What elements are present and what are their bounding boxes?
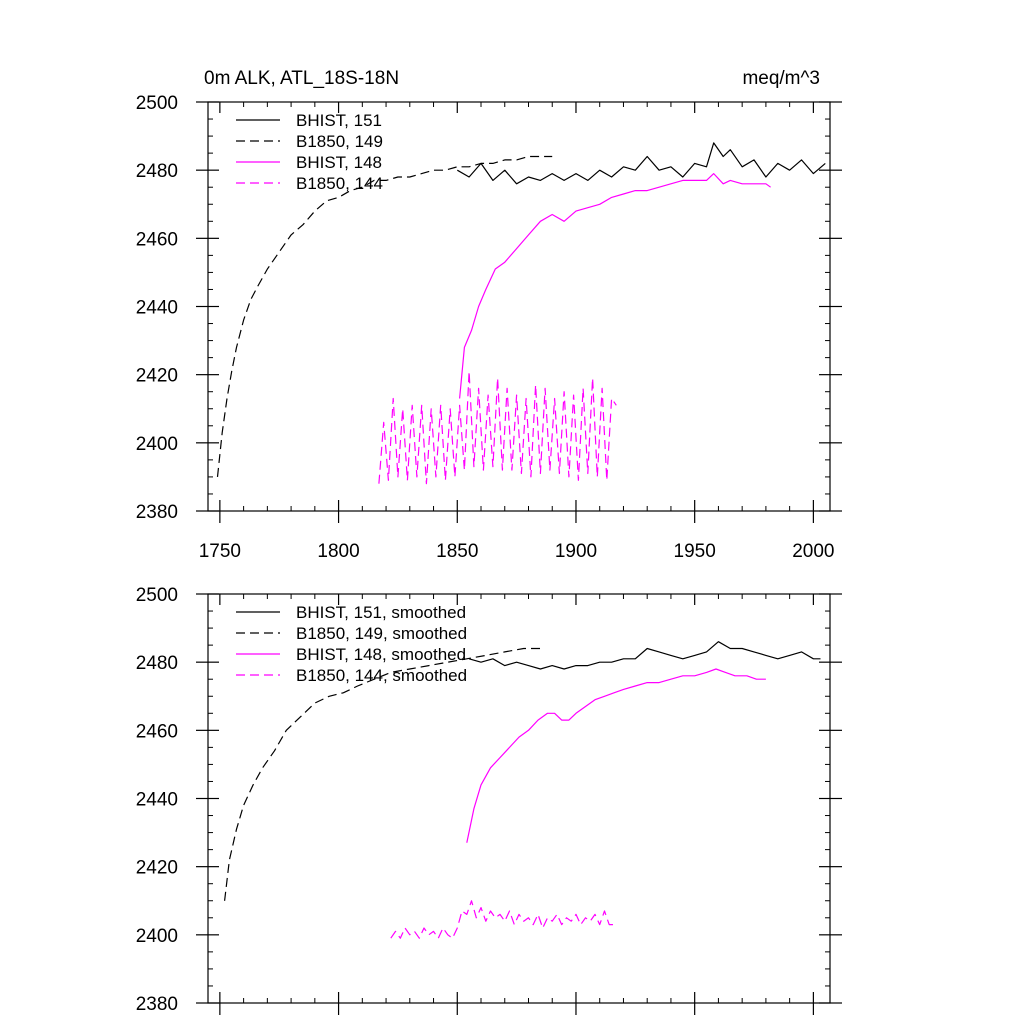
y-tick-label: 2460 <box>136 721 178 742</box>
y-tick-label: 2380 <box>136 502 178 523</box>
chart-title-left: 0m ALK, ATL_18S-18N <box>204 68 399 89</box>
y-tick-label: 2440 <box>136 790 178 811</box>
legend-entry: B1850, 144 <box>296 174 383 193</box>
y-tick-label: 2500 <box>136 93 178 114</box>
legend-entry: B1850, 149 <box>296 132 383 151</box>
series-line-2 <box>224 647 543 901</box>
y-tick-label: 2480 <box>136 653 178 674</box>
legend-entry: BHIST, 148 <box>296 153 382 172</box>
legend-entry: BHIST, 151, smoothed <box>296 603 466 622</box>
chart-panel-1: 1750 1800 1850 1900 1950 2000 2380 2400 2420 2440… <box>136 68 842 562</box>
x-tick-label: 1750 <box>199 541 241 562</box>
series-line-4 <box>378 370 617 485</box>
series-line-2 <box>216 155 553 477</box>
x-tick-label: 2000 <box>792 541 834 562</box>
series-line-3 <box>459 173 771 399</box>
x-tick-label: 1850 <box>436 541 478 562</box>
series-line-4 <box>390 900 614 939</box>
series-line-1 <box>468 641 821 670</box>
x-tick-label: 1800 <box>317 541 359 562</box>
x-tick-label: 1900 <box>555 541 597 562</box>
y-tick-label: 2440 <box>136 298 178 319</box>
y-tick-label: 2400 <box>136 926 178 947</box>
y-tick-label: 2400 <box>136 434 178 455</box>
y-tick-label: 2500 <box>136 585 178 606</box>
y-tick-label: 2460 <box>136 229 178 250</box>
legend-entry: B1850, 144, smoothed <box>296 666 467 685</box>
y-tick-label: 2420 <box>136 366 178 387</box>
legend-entry: BHIST, 148, smoothed <box>296 645 466 664</box>
y-tick-label: 2380 <box>136 994 178 1015</box>
series-line-1 <box>457 142 826 185</box>
chart-title-right: meq/m^3 <box>742 68 820 89</box>
legend-entry: B1850, 149, smoothed <box>296 624 467 643</box>
chart-panel-2: 2380 2400 2420 2440 2460 2480 2500 BHIST, 151, … <box>136 585 842 1015</box>
y-tick-label: 2480 <box>136 161 178 182</box>
y-tick-label: 2420 <box>136 858 178 879</box>
series-line-3 <box>466 668 766 843</box>
legend-entry: BHIST, 151 <box>296 111 382 130</box>
x-tick-label: 1950 <box>674 541 716 562</box>
